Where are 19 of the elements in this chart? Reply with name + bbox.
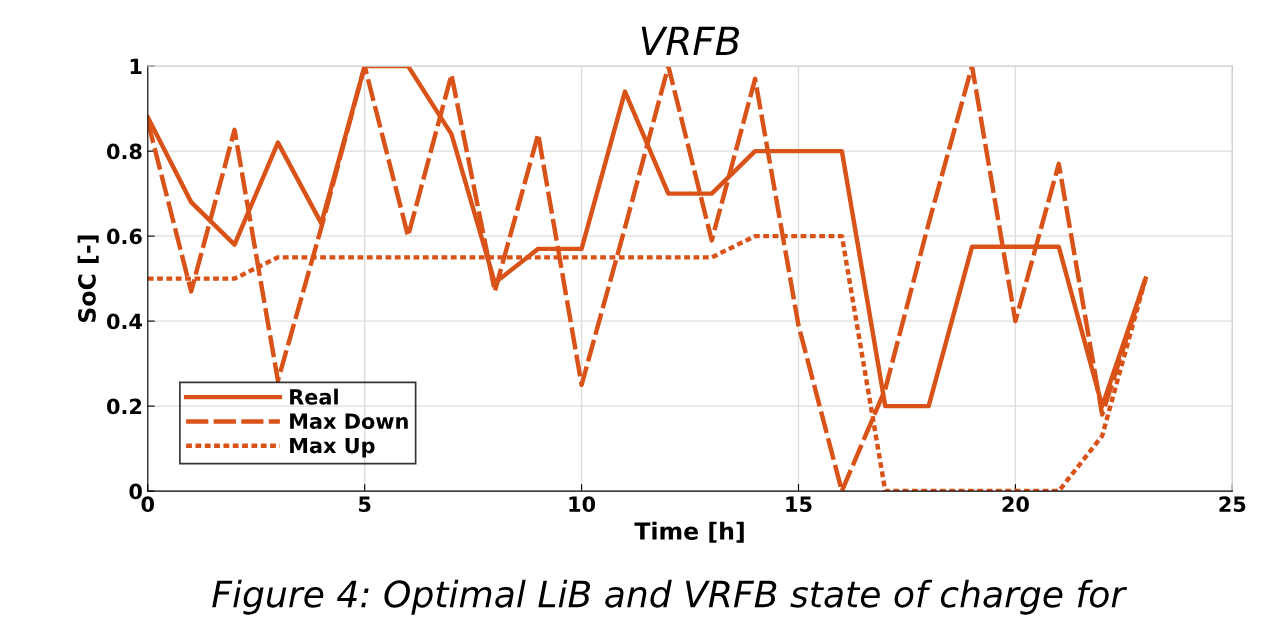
caption: Figure 4: Optimal LiB and VRFB state of charge for bbox=[212, 579, 1128, 615]
y-tick-label: 0.6 bbox=[107, 228, 142, 245]
x-tick-label: 0 bbox=[141, 496, 155, 513]
legend-label: Max Down bbox=[290, 413, 408, 430]
y-tick-label: 0.4 bbox=[107, 313, 142, 330]
x-tick-label: 20 bbox=[1002, 496, 1029, 513]
y-tick-label: 1 bbox=[130, 58, 142, 75]
y-tick-label: 0.2 bbox=[107, 398, 142, 415]
legend-label: Real bbox=[290, 388, 338, 405]
y-tick-label: 0.8 bbox=[107, 143, 142, 160]
y-axis-title: SoC [-] bbox=[77, 235, 99, 322]
x-tick-label: 5 bbox=[359, 496, 371, 513]
x-axis-title: Time [h] bbox=[634, 521, 744, 543]
x-tick-label: 15 bbox=[786, 496, 812, 513]
chart-title: VRFB bbox=[641, 26, 740, 56]
y-tick-label: 0 bbox=[129, 483, 142, 500]
x-tick-label: 10 bbox=[569, 496, 596, 513]
x-tick-label: 25 bbox=[1219, 496, 1246, 513]
legend-label: Max Up bbox=[290, 437, 375, 458]
